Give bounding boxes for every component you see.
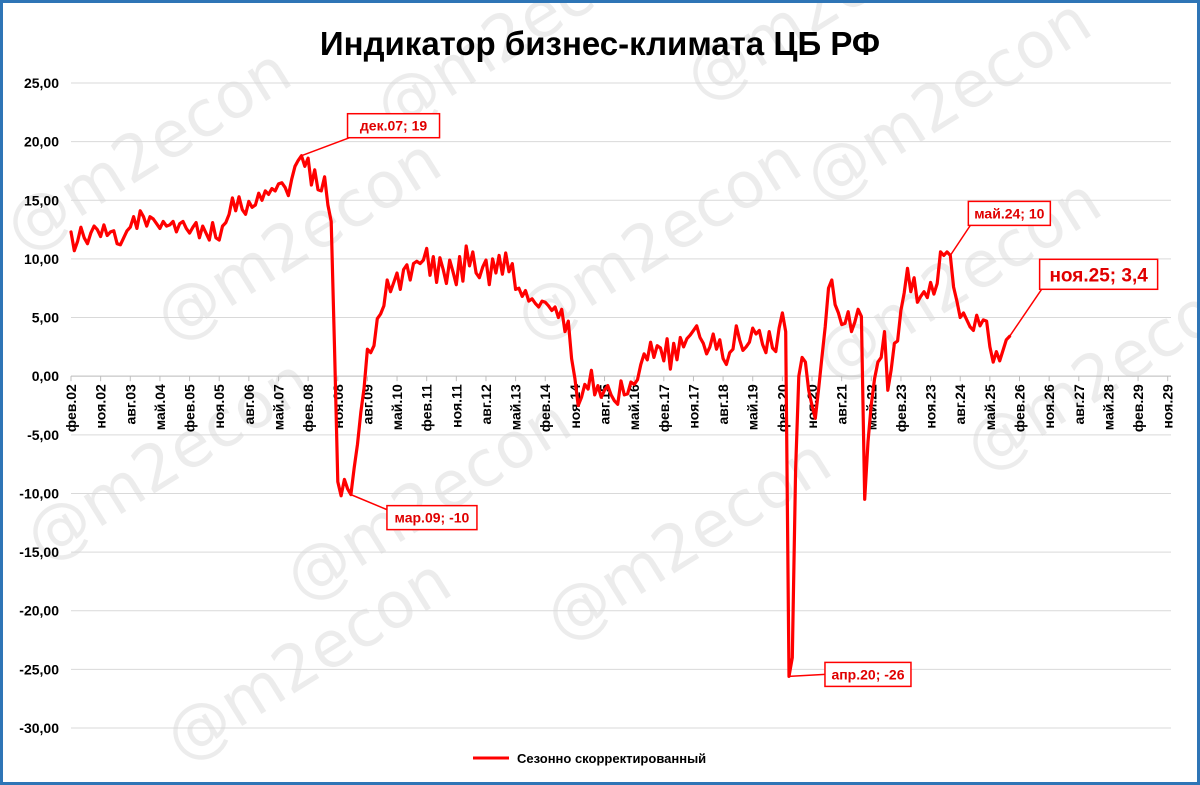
x-tick-label: авг.06 [241, 384, 257, 424]
x-tick-label: май.10 [389, 384, 405, 430]
y-tick-label: -5,00 [27, 427, 59, 443]
annotation-label: май.24; 10 [974, 205, 1044, 221]
annotation-box [386, 504, 478, 531]
y-tick-label: 10,00 [24, 251, 59, 267]
annotation-leader [1009, 288, 1043, 337]
y-tick-label: 0,00 [32, 368, 59, 384]
y-tick-label: 5,00 [32, 310, 59, 326]
x-tick-label: ноя.08 [330, 384, 346, 429]
x-tick-label: ноя.05 [211, 384, 227, 429]
y-tick-label: -15,00 [19, 544, 59, 560]
annotation-box [1038, 258, 1159, 291]
x-tick-label: май.19 [745, 384, 761, 430]
y-tick-label: -30,00 [19, 720, 59, 736]
y-tick-label: -20,00 [19, 603, 59, 619]
y-tick-label: -10,00 [19, 485, 59, 501]
annotation-leader [949, 224, 971, 256]
x-tick-label: май.25 [982, 384, 998, 430]
x-tick-label: ноя.23 [923, 384, 939, 429]
x-tick-label: авг.18 [715, 384, 731, 424]
x-tick-label: ноя.14 [567, 384, 583, 429]
x-tick-label: авг.21 [834, 384, 850, 424]
x-tick-label: май.07 [270, 384, 286, 430]
series-line [69, 154, 1012, 678]
x-tick-label: ноя.17 [685, 384, 701, 429]
x-tick-label: фев.29 [1130, 384, 1146, 432]
x-tick-label: ноя.02 [93, 384, 109, 429]
x-tick-label: май.13 [508, 384, 524, 430]
watermark-text: @m2econ [12, 344, 324, 577]
x-tick-label: авг.03 [122, 384, 138, 424]
y-axis: 25,00 20,00 15,00 10,00 5,00 0,00 -5,00 -10,00 -… [19, 75, 59, 736]
annotations: дек.07; 19 мар.09; -10 апр.20; -26 май.24; … [301, 112, 1159, 688]
x-tick-label: май.28 [1100, 384, 1116, 430]
x-tick-label: фев.26 [1012, 384, 1028, 432]
x-tick-label: фев.05 [182, 384, 198, 432]
annotation-box [967, 200, 1052, 227]
chart-svg: @m2econ@m2econ @m2econ@m2econ @m2econ@m2ec… [3, 3, 1197, 777]
y-tick-label: -25,00 [19, 661, 59, 677]
y-tick-label: 15,00 [24, 192, 59, 208]
annotation-leader [350, 493, 388, 511]
annotation-label: дек.07; 19 [360, 118, 427, 134]
annotation-box [824, 661, 912, 688]
x-tick-label: май.16 [626, 384, 642, 430]
watermark-text: @m2econ [502, 124, 814, 357]
x-tick-label: фев.11 [419, 384, 435, 431]
x-tick-label: фев.02 [63, 384, 79, 432]
annotation-label: мар.09; -10 [395, 510, 470, 526]
annotation-box [346, 112, 441, 139]
x-tick-label: фев.23 [893, 384, 909, 432]
x-tick-label: ноя.11 [448, 384, 464, 428]
series-layer [69, 154, 1012, 678]
legend-label: Сезонно скорректированный [517, 751, 706, 766]
chart-title: Индикатор бизнес-климата ЦБ РФ [320, 25, 880, 62]
y-tick-label: 25,00 [24, 75, 59, 91]
annotation-leader [788, 673, 826, 678]
x-tick-label: авг.27 [1071, 384, 1087, 424]
x-tick-label: ноя.29 [1160, 384, 1176, 429]
x-tick-label: ноя.26 [1041, 384, 1057, 429]
x-tick-label: май.04 [152, 384, 168, 430]
y-tick-label: 20,00 [24, 134, 59, 150]
annotation-leader [301, 137, 350, 157]
legend: Сезонно скорректированный [473, 751, 706, 766]
x-tick-label: авг.12 [478, 384, 494, 424]
x-tick-label: фев.08 [300, 384, 316, 432]
x-tick-label: авг.24 [952, 384, 968, 424]
annotation-label: апр.20; -26 [831, 666, 904, 682]
x-tick-label: фев.17 [656, 384, 672, 432]
x-tick-label: фев.14 [537, 384, 553, 432]
annotation-label: ноя.25; 3,4 [1049, 265, 1148, 286]
